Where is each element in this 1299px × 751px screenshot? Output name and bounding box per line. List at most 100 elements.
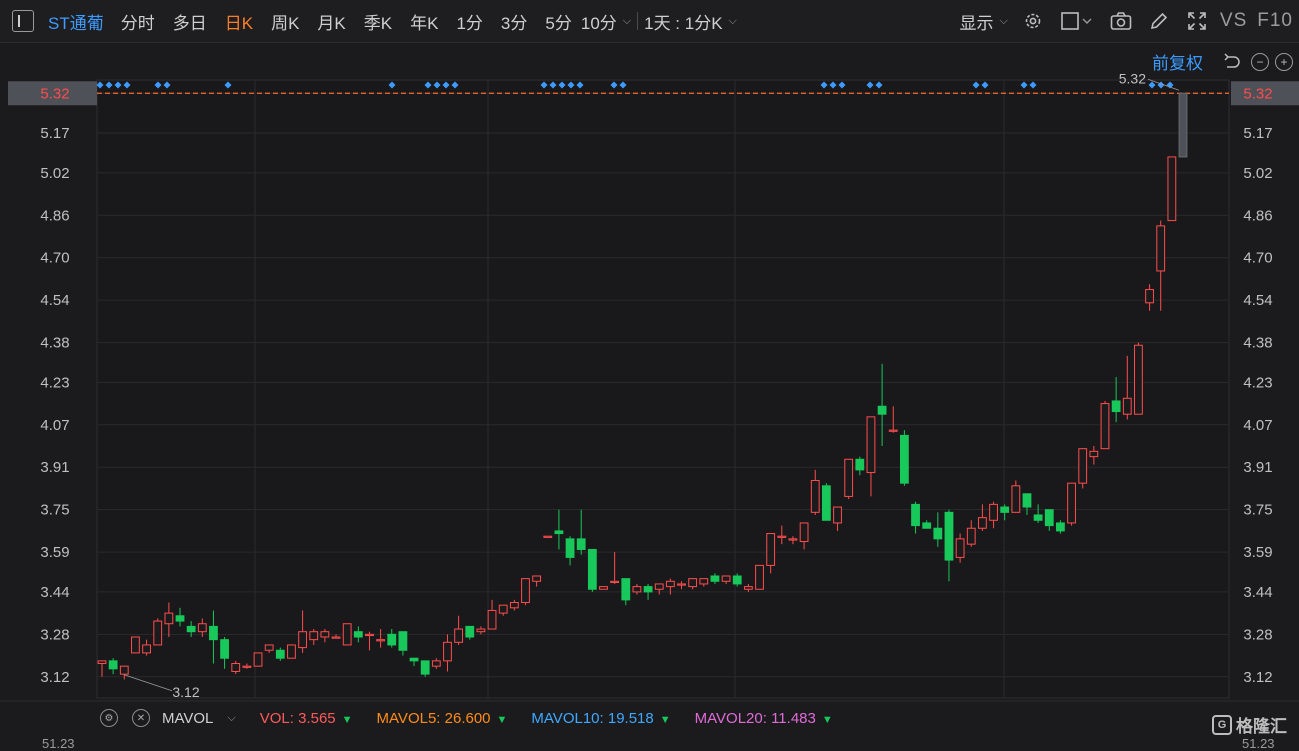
candle-body[interactable]	[665, 580, 675, 588]
vs-button[interactable]: VS	[1219, 10, 1248, 31]
candle-body[interactable]	[509, 602, 519, 609]
candle-body[interactable]	[1167, 156, 1177, 222]
candle-body[interactable]	[810, 480, 820, 513]
tab-1min[interactable]: 1分	[456, 13, 483, 33]
candle-body[interactable]	[175, 615, 185, 622]
candle-body[interactable]	[398, 631, 408, 651]
candle-body[interactable]	[1078, 448, 1088, 484]
candle-body[interactable]	[1033, 514, 1043, 521]
event-marker-icon[interactable]	[558, 81, 566, 89]
event-marker-icon[interactable]	[1020, 81, 1028, 89]
candle-body[interactable]	[899, 434, 909, 484]
candle-body[interactable]	[866, 416, 876, 474]
event-marker-icon[interactable]	[451, 81, 459, 89]
candle-body[interactable]	[365, 633, 374, 637]
candle-body[interactable]	[654, 583, 664, 590]
fullscreen-icon[interactable]	[1186, 10, 1208, 32]
candle-body[interactable]	[721, 575, 731, 582]
candle-body[interactable]	[443, 641, 452, 662]
candle-body[interactable]	[1011, 485, 1021, 513]
zoom-out-icon[interactable]: −	[1251, 52, 1269, 71]
tab-10min-dropdown[interactable]: 10分 ⌵	[581, 9, 631, 34]
candle-body[interactable]	[287, 644, 296, 659]
candle-body[interactable]	[799, 522, 809, 543]
candle-body[interactable]	[610, 580, 620, 583]
candle-body[interactable]	[409, 657, 419, 662]
candle-body[interactable]	[264, 644, 274, 651]
event-marker-icon[interactable]	[154, 81, 162, 89]
candle-body[interactable]	[1000, 506, 1010, 513]
tab-yearly-k[interactable]: 年K	[410, 13, 439, 33]
candle-body[interactable]	[755, 564, 764, 590]
candle-body[interactable]	[320, 631, 330, 638]
candle-body[interactable]	[532, 575, 542, 582]
candle-body[interactable]	[1056, 522, 1065, 532]
event-marker-icon[interactable]	[1148, 81, 1156, 89]
pen-icon[interactable]	[1148, 10, 1170, 32]
event-marker-icon[interactable]	[981, 81, 989, 89]
gear-icon[interactable]: ⚙	[100, 709, 118, 727]
candle-body[interactable]	[1100, 403, 1110, 450]
candle-body[interactable]	[209, 625, 218, 641]
candle-body[interactable]	[342, 623, 352, 646]
event-marker-icon[interactable]	[866, 81, 874, 89]
candle-body[interactable]	[643, 586, 653, 593]
candle-body[interactable]	[331, 636, 341, 639]
event-marker-icon[interactable]	[576, 81, 584, 89]
event-marker-icon[interactable]	[105, 81, 113, 89]
candle-body[interactable]	[1044, 509, 1054, 527]
candle-body[interactable]	[944, 511, 954, 561]
event-marker-icon[interactable]	[820, 81, 828, 89]
candle-body[interactable]	[788, 538, 798, 541]
event-marker-icon[interactable]	[540, 81, 548, 89]
f10-button[interactable]: F10	[1257, 10, 1293, 31]
event-marker-icon[interactable]	[442, 81, 450, 89]
candle-body[interactable]	[97, 660, 107, 665]
tab-intraday[interactable]: 分时	[120, 13, 155, 33]
tab-quarterly-k[interactable]: 季K	[363, 13, 393, 33]
candle-body[interactable]	[922, 522, 932, 529]
candle-body[interactable]	[1089, 450, 1099, 458]
candle-body[interactable]	[933, 527, 943, 540]
candle-body[interactable]	[1022, 493, 1032, 508]
candle-body[interactable]	[487, 609, 497, 630]
candle-body[interactable]	[387, 633, 397, 646]
candle-body[interactable]	[543, 535, 553, 538]
candle-body[interactable]	[275, 649, 285, 659]
candle-body[interactable]	[153, 620, 163, 646]
chevron-down-icon[interactable]: ⌵	[227, 711, 236, 724]
stock-name[interactable]: ST通葡	[48, 13, 104, 33]
candle-body[interactable]	[844, 458, 854, 497]
indicator-name[interactable]: MAVOL	[162, 709, 214, 727]
layout-icon[interactable]	[1060, 10, 1094, 32]
candle-body[interactable]	[911, 503, 920, 527]
candle-body[interactable]	[131, 636, 140, 654]
candle-body[interactable]	[498, 604, 508, 614]
candle-body[interactable]	[420, 660, 430, 675]
candle-body[interactable]	[955, 538, 965, 558]
undo-icon[interactable]	[1221, 51, 1243, 73]
candle-body[interactable]	[376, 639, 386, 642]
camera-icon[interactable]	[1110, 10, 1132, 32]
event-marker-icon[interactable]	[829, 81, 837, 89]
tab-multiday[interactable]: 多日	[172, 13, 207, 33]
range-dropdown[interactable]: 1天 : 1分K ⌵	[644, 9, 737, 34]
candle-body[interactable]	[699, 578, 709, 585]
event-marker-icon[interactable]	[424, 81, 432, 89]
candle-body[interactable]	[743, 586, 753, 590]
tab-monthly-k[interactable]: 月K	[317, 13, 346, 33]
event-marker-icon[interactable]	[619, 81, 627, 89]
candle-body[interactable]	[710, 575, 720, 582]
event-marker-icon[interactable]	[549, 81, 557, 89]
tab-weekly-k[interactable]: 周K	[271, 13, 300, 33]
candle-body[interactable]	[521, 578, 530, 604]
candle-body[interactable]	[1122, 397, 1132, 415]
candle-body[interactable]	[632, 586, 642, 593]
candle-body[interactable]	[688, 578, 698, 588]
event-marker-icon[interactable]	[123, 81, 131, 89]
candle-body[interactable]	[1067, 482, 1076, 524]
candle-body[interactable]	[164, 612, 174, 625]
candle-body[interactable]	[565, 538, 575, 558]
event-marker-icon[interactable]	[567, 81, 575, 89]
candle-body[interactable]	[766, 533, 776, 566]
